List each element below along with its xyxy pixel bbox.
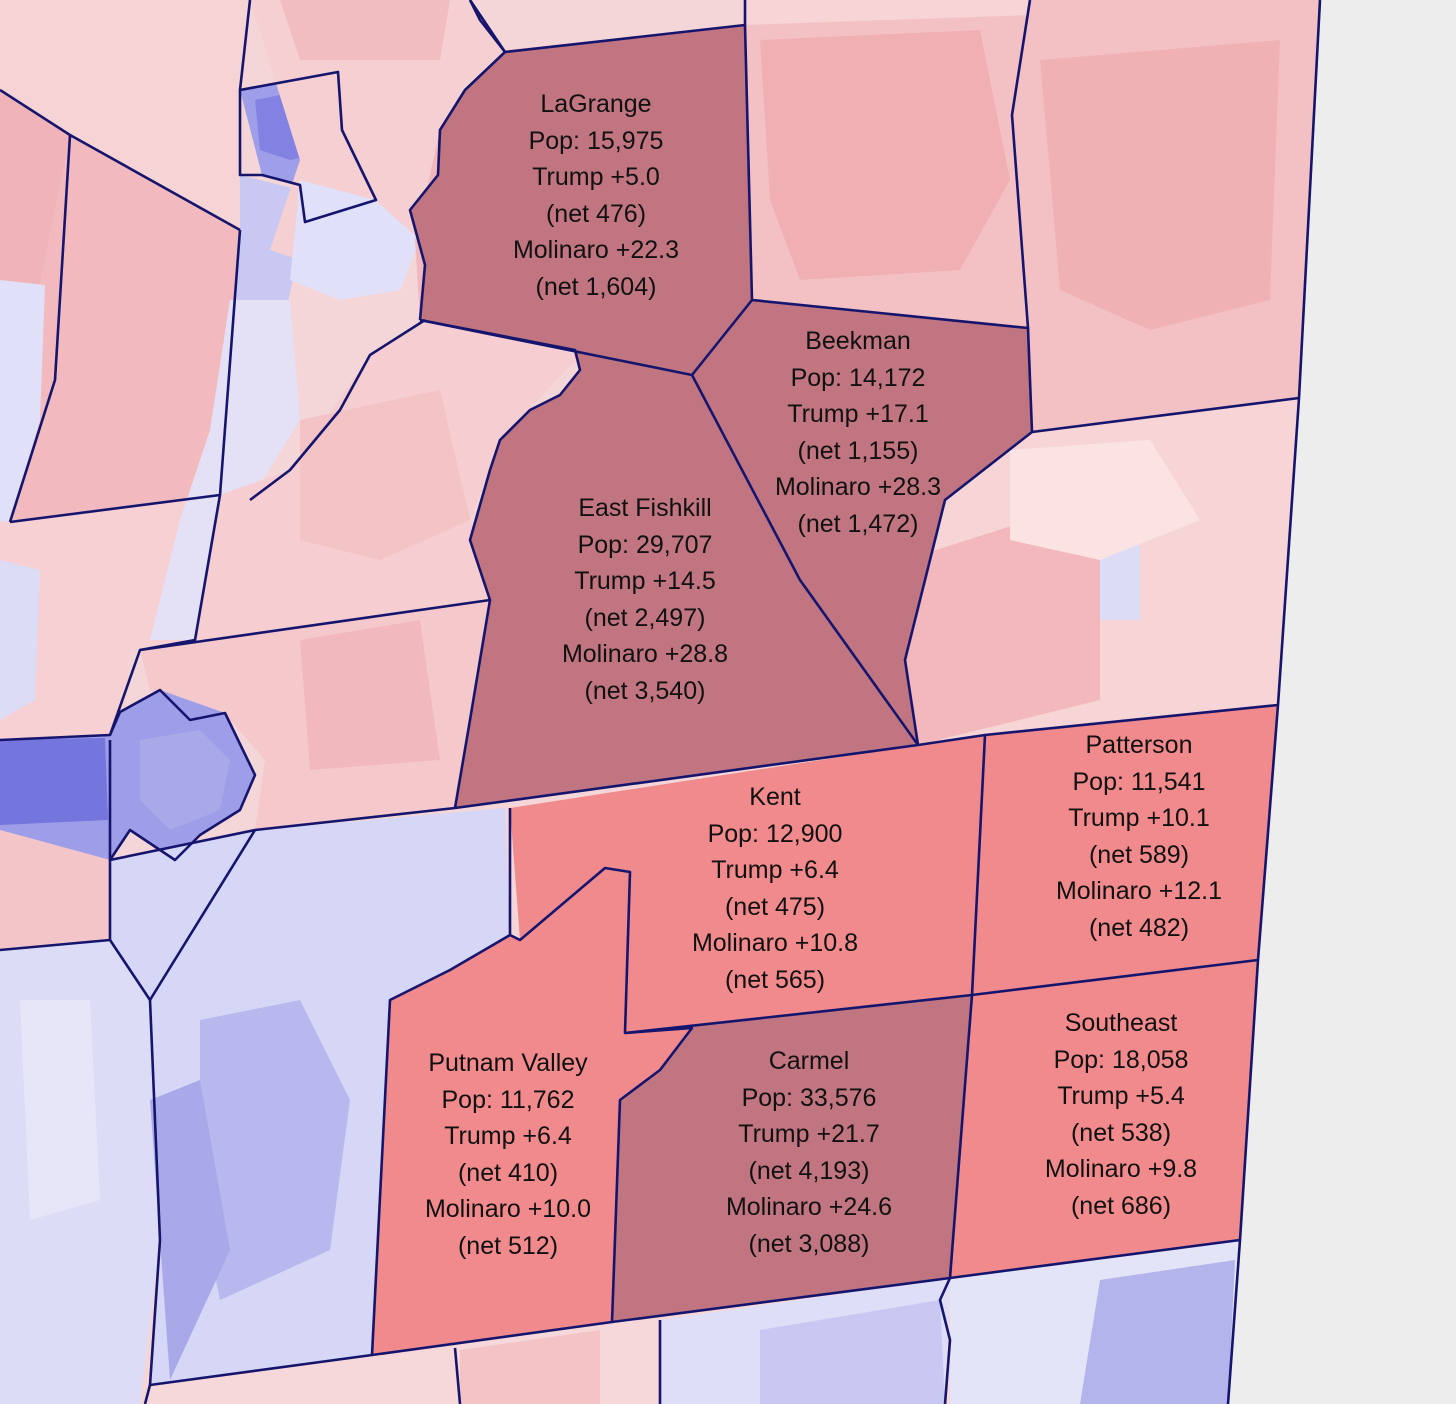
town-name: Southeast bbox=[1065, 1009, 1178, 1037]
town-kent[interactable] bbox=[510, 735, 985, 1033]
trump-margin: Trump +5.0 bbox=[532, 163, 660, 191]
trump-net: (net 1,155) bbox=[798, 437, 919, 465]
molinaro-margin: Molinaro +28.8 bbox=[562, 640, 728, 668]
label-lagrange: LaGrange Pop: 15,975 Trump +5.0 (net 476… bbox=[513, 90, 679, 301]
trump-net: (net 410) bbox=[458, 1159, 558, 1187]
town-name: East Fishkill bbox=[578, 494, 711, 522]
trump-margin: Trump +14.5 bbox=[574, 567, 716, 595]
town-putnam-valley[interactable] bbox=[372, 868, 692, 1355]
molinaro-margin: Molinaro +12.1 bbox=[1056, 877, 1222, 905]
town-name: Putnam Valley bbox=[428, 1049, 588, 1077]
molinaro-margin: Molinaro +24.6 bbox=[726, 1193, 892, 1221]
trump-margin: Trump +17.1 bbox=[787, 400, 929, 428]
label-kent: Kent Pop: 12,900 Trump +6.4 (net 475) Mo… bbox=[692, 783, 858, 994]
molinaro-margin: Molinaro +9.8 bbox=[1045, 1155, 1197, 1183]
town-population: Pop: 12,900 bbox=[708, 820, 843, 848]
highlighted-towns bbox=[372, 25, 1278, 1355]
town-name: Carmel bbox=[769, 1047, 850, 1075]
town-population: Pop: 14,172 bbox=[791, 364, 926, 392]
trump-margin: Trump +6.4 bbox=[711, 856, 839, 884]
town-labels: LaGrange Pop: 15,975 Trump +5.0 (net 476… bbox=[425, 90, 1222, 1260]
town-population: Pop: 29,707 bbox=[578, 531, 713, 559]
label-beekman: Beekman Pop: 14,172 Trump +17.1 (net 1,1… bbox=[775, 327, 941, 538]
town-name: LaGrange bbox=[540, 90, 651, 118]
trump-net: (net 475) bbox=[725, 893, 825, 921]
molinaro-net: (net 482) bbox=[1089, 914, 1189, 942]
molinaro-margin: Molinaro +10.0 bbox=[425, 1195, 591, 1223]
town-population: Pop: 33,576 bbox=[742, 1084, 877, 1112]
town-east-fishkill[interactable] bbox=[420, 320, 918, 808]
label-east-fishkill: East Fishkill Pop: 29,707 Trump +14.5 (n… bbox=[562, 494, 728, 705]
trump-margin: Trump +5.4 bbox=[1057, 1082, 1185, 1110]
label-carmel: Carmel Pop: 33,576 Trump +21.7 (net 4,19… bbox=[726, 1047, 892, 1258]
trump-net: (net 476) bbox=[546, 200, 646, 228]
label-patterson: Patterson Pop: 11,541 Trump +10.1 (net 5… bbox=[1056, 731, 1222, 942]
town-beekman[interactable] bbox=[692, 300, 1032, 745]
town-boundaries bbox=[0, 0, 1322, 1404]
town-name: Beekman bbox=[805, 327, 911, 355]
molinaro-net: (net 686) bbox=[1071, 1192, 1171, 1220]
molinaro-net: (net 512) bbox=[458, 1232, 558, 1260]
trump-net: (net 589) bbox=[1089, 841, 1189, 869]
label-southeast: Southeast Pop: 18,058 Trump +5.4 (net 53… bbox=[1045, 1009, 1197, 1220]
town-southeast[interactable] bbox=[950, 960, 1258, 1278]
town-name: Patterson bbox=[1085, 731, 1192, 759]
molinaro-net: (net 1,604) bbox=[536, 273, 657, 301]
town-name: Kent bbox=[749, 783, 800, 811]
trump-margin: Trump +21.7 bbox=[738, 1120, 880, 1148]
molinaro-net: (net 3,540) bbox=[585, 677, 706, 705]
molinaro-net: (net 3,088) bbox=[749, 1230, 870, 1258]
molinaro-margin: Molinaro +10.8 bbox=[692, 929, 858, 957]
town-lagrange[interactable] bbox=[410, 25, 752, 375]
molinaro-net: (net 1,472) bbox=[798, 510, 919, 538]
town-population: Pop: 18,058 bbox=[1054, 1046, 1189, 1074]
molinaro-margin: Molinaro +28.3 bbox=[775, 473, 941, 501]
town-population: Pop: 11,541 bbox=[1073, 768, 1206, 796]
town-population: Pop: 11,762 bbox=[442, 1086, 575, 1114]
town-patterson[interactable] bbox=[972, 705, 1278, 995]
molinaro-net: (net 565) bbox=[725, 966, 825, 994]
trump-net: (net 4,193) bbox=[749, 1157, 870, 1185]
trump-margin: Trump +6.4 bbox=[444, 1122, 572, 1150]
town-carmel[interactable] bbox=[612, 995, 972, 1322]
trump-net: (net 2,497) bbox=[585, 604, 706, 632]
town-population: Pop: 15,975 bbox=[529, 127, 664, 155]
trump-margin: Trump +10.1 bbox=[1068, 804, 1210, 832]
trump-net: (net 538) bbox=[1071, 1119, 1171, 1147]
label-putnam-valley: Putnam Valley Pop: 11,762 Trump +6.4 (ne… bbox=[425, 1049, 591, 1260]
molinaro-margin: Molinaro +22.3 bbox=[513, 236, 679, 264]
